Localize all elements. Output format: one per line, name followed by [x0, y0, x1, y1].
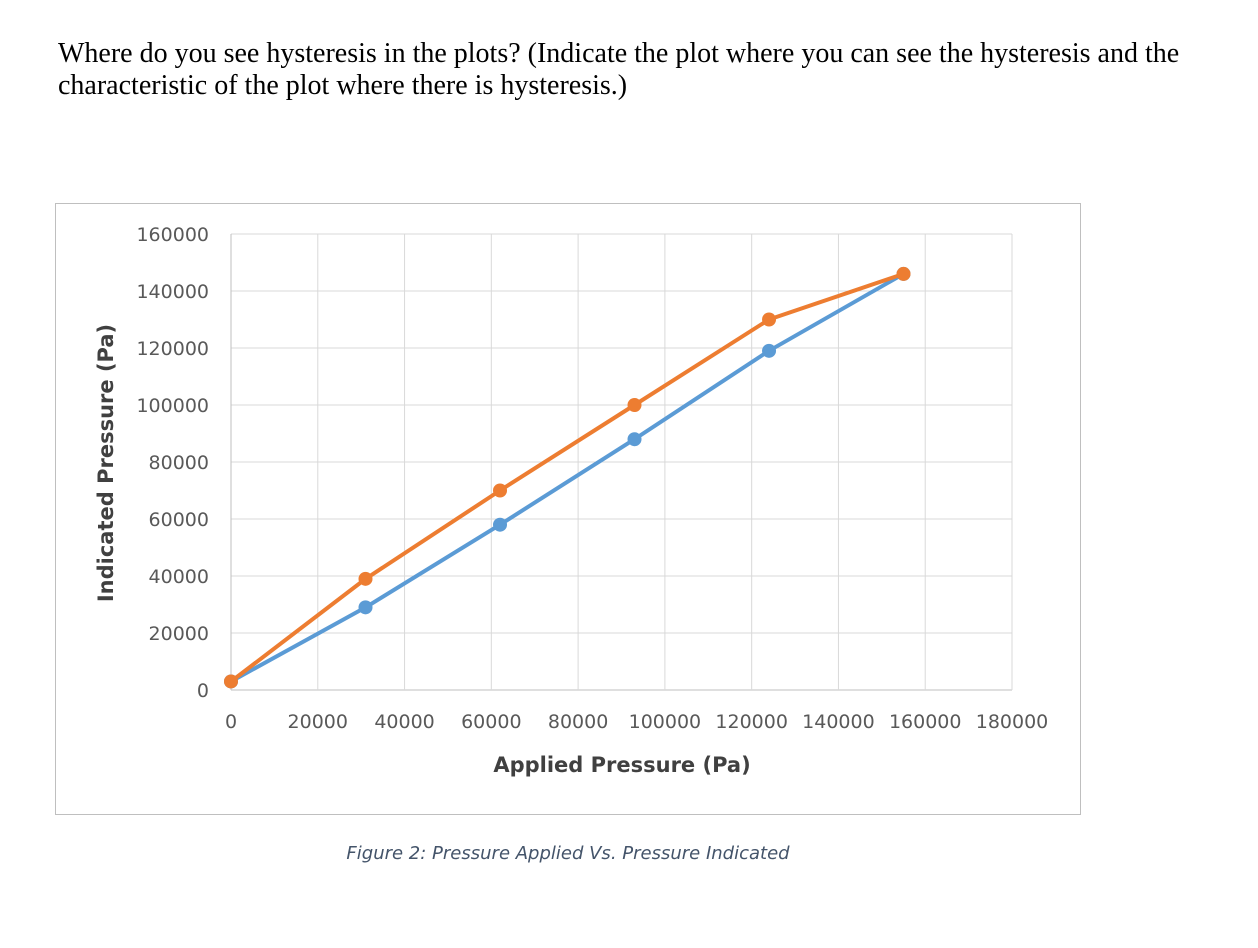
y-tick-label: 20000: [149, 623, 209, 645]
data-point: [627, 398, 642, 412]
series-1: [224, 266, 911, 689]
y-tick-labels: 0 20000 40000 60000 80000 100000 120000 140000 1…: [136, 224, 209, 702]
series-line: [229, 271, 906, 684]
x-tick-labels: 0 20000 40000 60000 80000 100000 120000 140000 1…: [225, 711, 1048, 733]
x-tick-label: 140000: [802, 711, 875, 733]
y-tick-label: 160000: [136, 224, 209, 246]
x-tick-label: 20000: [288, 711, 348, 733]
x-tick-label: 180000: [976, 711, 1049, 733]
data-point: [762, 343, 777, 358]
data-point: [493, 483, 508, 498]
x-axis-title: Applied Pressure (Pa): [493, 753, 750, 777]
y-tick-label: 40000: [149, 566, 209, 588]
series-lines: [224, 266, 911, 689]
x-tick-label: 120000: [715, 711, 788, 733]
x-tick-label: 80000: [548, 711, 608, 733]
grid-lines: [230, 233, 1013, 691]
y-tick-label: 140000: [136, 281, 209, 303]
figure-caption: Figure 2: Pressure Applied Vs. Pressure …: [346, 843, 790, 864]
y-tick-label: 120000: [136, 338, 209, 360]
y-tick-label: 80000: [149, 452, 209, 474]
data-point: [627, 432, 642, 447]
data-point: [358, 571, 373, 586]
x-tick-label: 160000: [889, 711, 962, 733]
x-tick-label: 60000: [461, 711, 521, 733]
data-point: [896, 266, 911, 281]
series-2: [224, 266, 911, 689]
series-line: [229, 271, 906, 684]
x-tick-label: 100000: [629, 711, 702, 733]
chart-frame: [55, 203, 1081, 815]
y-tick-label: 60000: [149, 509, 209, 531]
y-tick-label: 0: [197, 680, 209, 702]
y-tick-label: 100000: [136, 395, 209, 417]
data-point: [358, 600, 373, 615]
data-point: [762, 312, 777, 327]
x-tick-label: 0: [225, 711, 237, 733]
y-axis-title: Indicated Pressure (Pa): [94, 324, 118, 602]
x-tick-label: 40000: [374, 711, 434, 733]
data-point: [493, 517, 508, 532]
data-point: [224, 674, 238, 689]
question-text: Where do you see hysteresis in the plots…: [58, 38, 1180, 101]
